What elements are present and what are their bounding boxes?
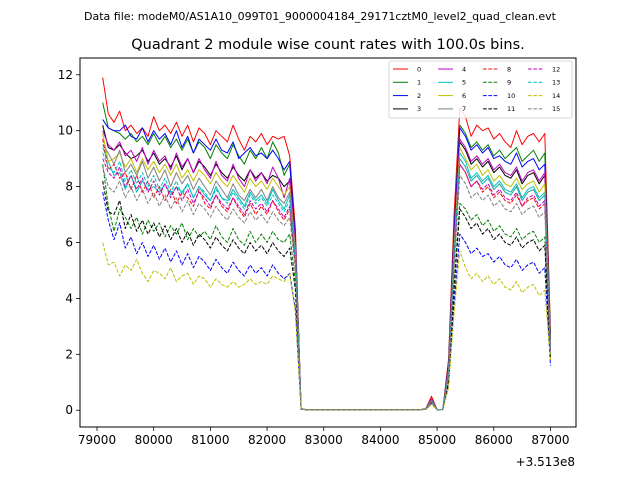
y-tick-label: 4	[65, 291, 73, 305]
legend-label-6: 6	[462, 92, 466, 100]
legend-box	[388, 60, 573, 119]
legend-label-9: 9	[507, 79, 511, 87]
y-tick-label: 10	[58, 124, 73, 138]
legend-label-4: 4	[462, 65, 466, 73]
legend-label-5: 5	[462, 79, 466, 87]
legend-label-15: 15	[552, 105, 560, 113]
legend-label-13: 13	[552, 79, 560, 87]
legend-label-2: 2	[417, 92, 421, 100]
y-tick-label: 8	[65, 180, 73, 194]
y-tick-label: 2	[65, 347, 73, 361]
x-tick-label: 84000	[361, 433, 399, 447]
x-tick-label: 83000	[305, 433, 343, 447]
legend-label-11: 11	[507, 105, 515, 113]
x-tick-label: 79000	[78, 433, 116, 447]
chart-title: Quadrant 2 module wise count rates with …	[131, 37, 525, 53]
y-tick-label: 12	[58, 68, 73, 82]
y-tick-label: 0	[65, 403, 73, 417]
legend-label-0: 0	[417, 65, 421, 73]
x-offset-label: +3.513e8	[516, 455, 575, 469]
x-tick-label: 87000	[531, 433, 569, 447]
x-tick-label: 82000	[248, 433, 286, 447]
x-tick-label: 81000	[191, 433, 229, 447]
y-tick-label: 6	[65, 236, 73, 250]
legend-label-3: 3	[417, 105, 421, 113]
x-tick-label: 86000	[475, 433, 513, 447]
legend-label-1: 1	[417, 79, 421, 87]
legend-label-7: 7	[462, 105, 466, 113]
x-axis: 79000 80000 81000 82000 83000 84000 85000 86000…	[78, 427, 570, 447]
y-axis: 0 2 4 6 8 10 12	[58, 68, 80, 417]
series-line-15	[102, 166, 551, 411]
legend-label-10: 10	[507, 92, 515, 100]
plot-area: 79000 80000 81000 82000 83000 84000 85000 86000…	[58, 57, 577, 447]
legend-label-14: 14	[552, 92, 560, 100]
x-tick-label: 85000	[418, 433, 456, 447]
legend-label-8: 8	[507, 65, 511, 73]
series-lines	[102, 77, 551, 411]
x-tick-label: 80000	[135, 433, 173, 447]
figure-suptitle: Data file: modeM0/AS1A10_099T01_90000041…	[84, 10, 557, 23]
legend-label-12: 12	[552, 65, 560, 73]
